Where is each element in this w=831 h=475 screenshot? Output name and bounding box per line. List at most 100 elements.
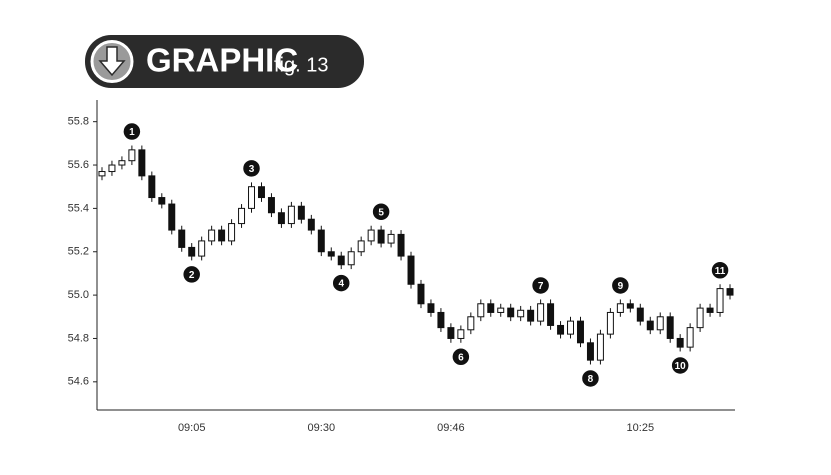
candle-body	[696, 307, 704, 329]
candle-body	[287, 205, 295, 225]
candle-body	[686, 327, 694, 348]
y-tick-label: 55.0	[68, 289, 89, 301]
annotation-label: 8	[588, 374, 594, 385]
candle-body	[507, 307, 515, 318]
badge-background	[85, 35, 364, 88]
candle-body	[547, 303, 555, 326]
candle-body	[327, 251, 335, 257]
annotation-label: 3	[249, 164, 255, 175]
x-tick-label: 09:30	[308, 422, 336, 434]
candle-body	[317, 229, 325, 253]
candle-body	[257, 186, 265, 199]
candle-body	[616, 303, 624, 313]
y-tick-label: 54.6	[68, 376, 89, 388]
candle-body	[567, 320, 575, 335]
header-title: GRAPHIC	[146, 42, 298, 79]
candle-body	[557, 324, 565, 335]
y-tick-label: 54.8	[68, 332, 89, 344]
candle-body	[387, 233, 395, 244]
candle-body	[407, 255, 415, 285]
candle-body	[726, 288, 734, 296]
candle-body	[626, 303, 634, 309]
candle-body	[178, 229, 186, 248]
candle-body	[606, 311, 614, 335]
candle-body	[666, 316, 674, 339]
annotation-label: 7	[538, 281, 544, 292]
candle-body	[537, 303, 545, 322]
candle-body	[447, 327, 455, 339]
candle-body	[586, 342, 594, 361]
candle-body	[267, 197, 275, 214]
annotation-label: 2	[189, 270, 195, 281]
header-badge: GRAPHIC fig. 13	[85, 35, 364, 88]
candle-body	[517, 309, 525, 318]
annotation-marker	[241, 158, 262, 179]
candle-body	[467, 316, 475, 331]
candle-body	[636, 307, 644, 322]
annotation-marker	[580, 368, 601, 389]
candle-body	[238, 207, 246, 225]
candle-body	[357, 240, 365, 253]
annotation-marker	[530, 275, 551, 296]
x-tick-label: 09:46	[437, 422, 465, 434]
candle-body	[188, 246, 196, 257]
candle-body	[307, 218, 315, 231]
annotation-marker	[331, 273, 351, 293]
candle-body	[576, 320, 584, 344]
y-tick-label: 55.6	[68, 159, 89, 171]
annotation-label: 1	[129, 127, 135, 138]
x-tick-label: 10:25	[627, 422, 655, 434]
candle-body	[198, 240, 206, 257]
candle-body	[208, 229, 216, 242]
candle-body	[706, 307, 714, 313]
annotation-marker	[181, 264, 202, 285]
annotation-marker	[451, 347, 471, 367]
annotation-marker	[122, 121, 142, 142]
candle-body	[98, 171, 106, 177]
annotation-marker	[670, 355, 690, 376]
candle-body	[118, 160, 126, 166]
annotation-label: 9	[618, 281, 624, 292]
y-tick-label: 55.4	[68, 202, 89, 214]
annotation-marker	[610, 275, 631, 296]
candle-body	[337, 255, 345, 266]
y-tick-label: 55.2	[68, 246, 89, 258]
annotation-marker	[710, 260, 730, 281]
candle-body	[138, 149, 146, 177]
x-tick-label: 09:05	[178, 422, 206, 434]
candle-body	[148, 175, 156, 199]
candle-body	[596, 333, 604, 361]
annotation-label: 10	[675, 361, 687, 372]
candle-body	[158, 197, 166, 205]
candle-body	[437, 311, 445, 329]
annotation-label: 6	[458, 352, 464, 363]
candle-body	[716, 288, 724, 313]
candle-body	[397, 233, 405, 257]
candle-body	[218, 229, 226, 242]
candle-body	[128, 149, 136, 162]
candle-body	[108, 164, 116, 173]
annotation-label: 5	[378, 207, 384, 218]
annotation-marker	[371, 201, 391, 222]
candle-body	[676, 337, 684, 348]
candle-body	[347, 251, 355, 266]
candle-body	[527, 309, 535, 322]
candle-body	[656, 316, 664, 331]
candle-body	[297, 205, 305, 220]
candle-body	[228, 223, 236, 242]
candle-body	[168, 203, 176, 231]
candle-body	[457, 329, 465, 339]
y-tick-label: 55.8	[68, 116, 89, 128]
candle-body	[248, 186, 256, 209]
header-subtitle: fig. 13	[274, 54, 328, 76]
candle-body	[427, 303, 435, 313]
annotation-label: 4	[338, 279, 344, 290]
down-arrow	[98, 46, 126, 77]
candle-body	[646, 320, 654, 331]
candle-body	[417, 283, 425, 305]
candle-body	[497, 307, 505, 313]
candle-body	[367, 229, 375, 242]
candle-body	[477, 303, 485, 318]
annotation-label: 11	[715, 266, 726, 277]
